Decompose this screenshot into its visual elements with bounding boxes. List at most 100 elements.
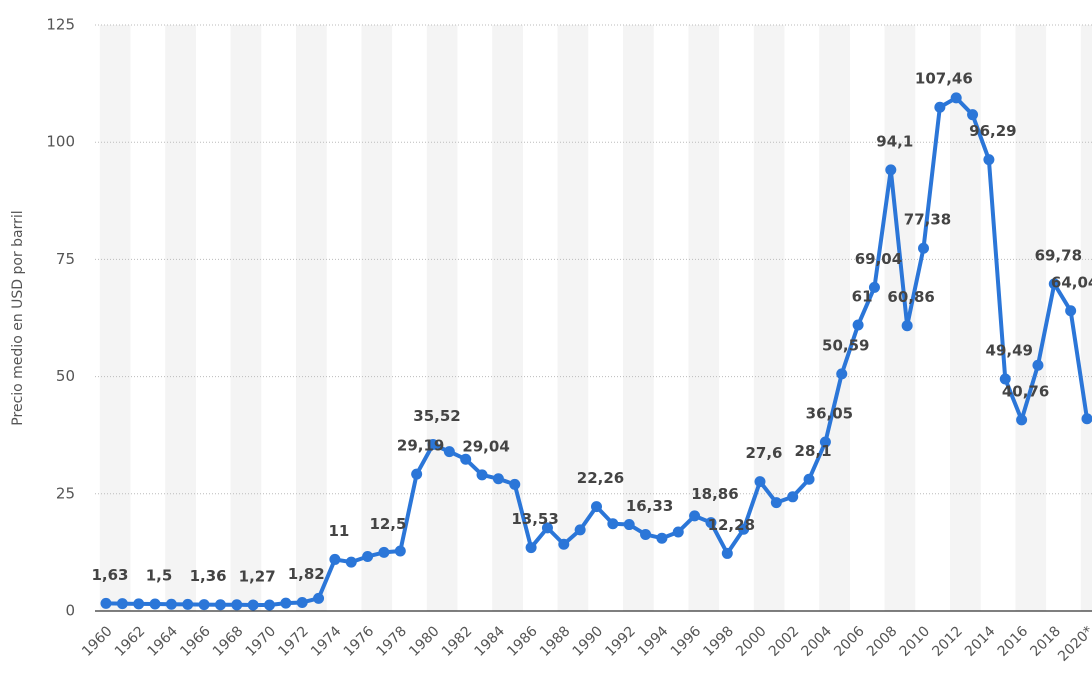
x-tick-label: 1960 xyxy=(79,623,116,660)
band xyxy=(296,25,327,611)
value-label: 27,6 xyxy=(745,444,782,462)
value-label: 1,36 xyxy=(190,567,227,585)
x-tick-label: 1994 xyxy=(635,623,672,660)
point xyxy=(460,453,472,465)
band xyxy=(1080,25,1092,611)
point xyxy=(950,92,962,104)
point xyxy=(100,597,112,609)
point xyxy=(411,468,423,480)
x-tick-label: 1990 xyxy=(570,623,607,660)
point xyxy=(198,599,210,611)
point xyxy=(182,598,194,610)
point xyxy=(394,545,406,557)
point xyxy=(214,599,226,611)
x-tick-label: 1964 xyxy=(145,623,182,660)
point xyxy=(918,242,929,254)
point xyxy=(591,501,602,513)
x-tick-label: 1974 xyxy=(308,623,345,660)
y-tick-label: 75 xyxy=(56,250,75,268)
y-axis-label: Precio medio en USD por barril xyxy=(10,210,26,425)
point xyxy=(983,154,995,166)
point xyxy=(525,542,537,554)
point xyxy=(362,550,374,562)
point xyxy=(852,319,864,331)
y-tick-label: 100 xyxy=(46,133,75,151)
band xyxy=(819,25,850,611)
value-label: 69,78 xyxy=(1035,246,1082,264)
x-tick-label: 2006 xyxy=(831,623,868,660)
point xyxy=(329,553,341,565)
point xyxy=(492,473,504,485)
value-label: 28,1 xyxy=(795,442,832,460)
x-tick-label: 1970 xyxy=(243,623,280,660)
value-label: 96,29 xyxy=(969,122,1016,140)
x-tick-label: 2002 xyxy=(766,623,803,660)
point xyxy=(1081,413,1092,425)
value-label: 1,5 xyxy=(146,566,173,584)
band xyxy=(557,25,589,611)
point xyxy=(296,596,308,608)
x-tick-label: 1968 xyxy=(210,623,247,660)
point xyxy=(378,546,390,558)
value-label: 40,76 xyxy=(1002,382,1049,400)
value-label: 12,5 xyxy=(369,515,406,533)
point xyxy=(574,524,586,536)
band xyxy=(623,25,654,611)
value-label: 107,46 xyxy=(915,70,973,88)
x-tick-label: 1962 xyxy=(112,623,149,660)
value-label: 13,53 xyxy=(511,510,558,528)
y-tick-label: 0 xyxy=(65,602,75,620)
x-tick-label: 1976 xyxy=(341,623,378,660)
value-label: 64,04 xyxy=(1051,273,1092,291)
band xyxy=(753,25,785,611)
band xyxy=(426,25,458,611)
point xyxy=(754,476,766,488)
point xyxy=(1016,414,1028,426)
band xyxy=(99,25,131,611)
value-label: 61 xyxy=(852,288,873,306)
point xyxy=(1065,305,1077,317)
point xyxy=(672,526,684,538)
point xyxy=(607,518,619,530)
x-tick-label: 2016 xyxy=(995,623,1032,660)
point xyxy=(1032,359,1044,371)
value-label: 69,04 xyxy=(855,250,902,268)
point xyxy=(558,538,570,550)
x-tick-label: 1972 xyxy=(275,623,312,660)
point xyxy=(738,523,750,535)
point xyxy=(247,599,259,611)
point xyxy=(803,473,815,485)
value-label: 1,63 xyxy=(91,566,128,584)
point xyxy=(149,598,161,610)
x-tick-label: 1988 xyxy=(537,623,574,660)
point xyxy=(901,320,913,332)
point xyxy=(999,373,1011,385)
point xyxy=(345,556,357,568)
point xyxy=(133,598,145,610)
value-label: 29,19 xyxy=(397,437,444,455)
value-label: 60,86 xyxy=(887,288,934,306)
value-label: 36,05 xyxy=(806,404,853,422)
band xyxy=(1015,25,1047,611)
point xyxy=(705,517,717,529)
point xyxy=(541,522,553,534)
point xyxy=(640,528,652,540)
point xyxy=(868,281,880,293)
point xyxy=(656,532,668,544)
point xyxy=(165,598,177,610)
x-tick-label: 1984 xyxy=(472,623,509,660)
x-tick-label: 1996 xyxy=(668,623,705,660)
x-tick-label: 1978 xyxy=(373,623,410,660)
x-tick-label: 2008 xyxy=(864,623,901,660)
x-tick-label: 1980 xyxy=(406,623,443,660)
x-tick-label: 2014 xyxy=(962,623,999,660)
y-tick-label: 25 xyxy=(56,484,75,502)
value-label: 11 xyxy=(328,522,349,540)
point xyxy=(280,597,292,609)
value-label: 35,52 xyxy=(413,407,460,425)
x-tick-label: 2004 xyxy=(799,623,836,660)
point xyxy=(313,592,325,604)
value-label: 1,82 xyxy=(288,565,325,583)
point xyxy=(787,491,799,503)
